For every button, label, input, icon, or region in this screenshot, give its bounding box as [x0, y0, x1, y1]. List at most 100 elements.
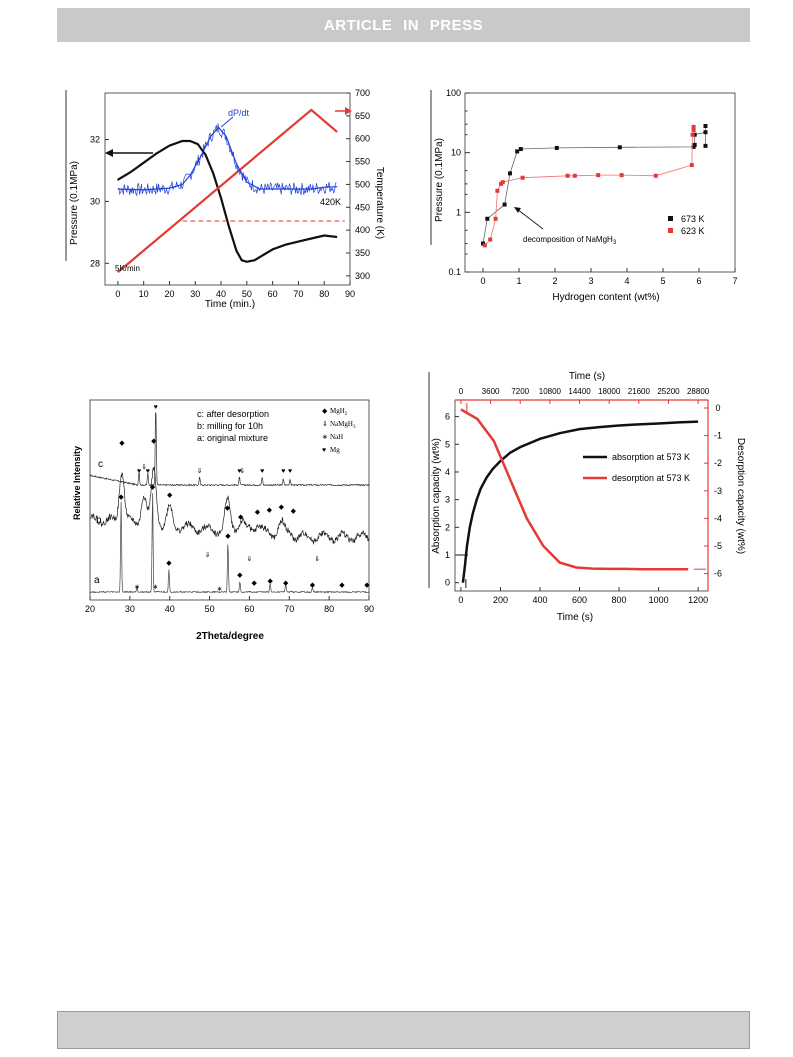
y2-tick-label: 300 — [355, 271, 370, 281]
x-axis-label: Hydrogen content (wt%) — [552, 292, 659, 303]
xrd-curve-b — [89, 466, 370, 545]
y-tick-label: 6 — [445, 412, 450, 422]
x-tick-label: 200 — [493, 595, 508, 605]
data-point — [495, 188, 500, 193]
x2-tick-label: 18000 — [598, 387, 621, 396]
x-tick-label: 50 — [242, 289, 252, 299]
y2-tick-label: 500 — [355, 179, 370, 189]
x-tick-label: 70 — [293, 289, 303, 299]
peak-marker-mgh2: ◆ — [279, 504, 285, 511]
x-tick-label: 2 — [552, 276, 557, 286]
y2-tick-label: 400 — [355, 225, 370, 235]
data-point — [508, 171, 512, 176]
y-tick-label: 28 — [90, 258, 100, 268]
legend-nah-marker: ∗ — [322, 434, 328, 441]
plot-frame — [89, 399, 370, 601]
data-point — [692, 142, 697, 147]
peak-marker-mgh2: ◆ — [118, 494, 124, 501]
legend: ◆ MgH2 ⇓ NaMgH3 ∗ NaH ♥ Mg — [322, 407, 356, 454]
x-tick-label: 1200 — [688, 595, 708, 605]
data-point — [619, 173, 624, 178]
legend-namgh3-marker: ⇓ — [322, 420, 328, 428]
y2-tick-label: 450 — [355, 202, 370, 212]
legend-namgh3: NaMgH3 — [330, 420, 356, 430]
curve-label-b: b — [96, 515, 102, 526]
y-tick-label: 3 — [445, 495, 450, 505]
data-point — [565, 173, 570, 178]
peak-marker-mg: ♥ — [154, 404, 158, 411]
data-point — [482, 243, 487, 248]
y2-tick-label: 0 — [715, 403, 720, 413]
x-axis-bottom-label: Time (s) — [557, 612, 593, 623]
annotation-dpdt: dP/dt — [228, 108, 250, 118]
peak-marker-nah: ∗ — [217, 586, 223, 593]
y2-tick-label: 550 — [355, 157, 370, 167]
peak-marker-mgh2: ◆ — [267, 507, 273, 514]
data-point — [691, 127, 696, 132]
annotation-arrowhead — [514, 207, 521, 213]
x2-tick-label: 10800 — [539, 387, 562, 396]
x-tick-label: 4 — [624, 276, 629, 286]
arrowhead-right — [345, 107, 352, 115]
y-axis-label-right: Desorption capacity (wt%) — [735, 438, 746, 554]
annotation-420k: 420K — [320, 197, 341, 207]
y-axis-label-right: Temperature (K) — [374, 167, 385, 239]
legend-label-1: desorption at 573 K — [612, 473, 690, 483]
y-tick-label: 2 — [445, 522, 450, 532]
x-tick-label: 0 — [458, 595, 463, 605]
legend-mgh2: MgH2 — [330, 407, 348, 417]
peak-marker-mgh2: ◆ — [150, 484, 156, 491]
x-tick-label: 0 — [115, 289, 120, 299]
data-point — [703, 130, 708, 135]
x-tick-label: 6 — [696, 276, 701, 286]
y2-tick-label: 700 — [355, 88, 370, 98]
data-point — [485, 216, 490, 221]
y-tick-label: 1 — [456, 207, 461, 217]
peak-marker-mg: ♥ — [260, 468, 264, 475]
series-dpdt-mean — [117, 126, 338, 191]
y2-tick-label: -4 — [714, 513, 722, 523]
y-axis-label-left: Absorption capacity (wt%) — [431, 438, 442, 554]
peak-marker-mgh2: ◆ — [119, 440, 125, 447]
peak-marker-mgh2: ◆ — [225, 533, 231, 540]
data-point — [518, 147, 523, 152]
data-point — [692, 132, 697, 137]
y-tick-label: 10 — [451, 148, 461, 158]
x-tick-label: 40 — [165, 604, 175, 614]
data-point — [520, 175, 525, 180]
x-tick-label: 800 — [612, 595, 627, 605]
x-tick-label: 40 — [216, 289, 226, 299]
data-point — [500, 180, 505, 185]
x-tick-label: 60 — [244, 604, 254, 614]
peak-marker-namgh3: ⇓ — [197, 467, 203, 475]
data-point — [596, 173, 601, 178]
peak-marker-nah: ∗ — [152, 584, 158, 591]
y-axis-label-left: Pressure (0.1MPa) — [69, 161, 80, 245]
x-tick-label: 0 — [480, 276, 485, 286]
y2-tick-label: -6 — [714, 569, 722, 579]
legend-marker-0 — [668, 216, 673, 221]
peak-marker-mg: ♥ — [237, 468, 241, 475]
x-tick-label: 90 — [364, 604, 374, 614]
figure-pressure-temperature-vs-time: 0 10 20 30 40 50 60 70 80 90 28 30 32 300 350 400 450 500… — [60, 85, 385, 320]
data-point — [617, 145, 622, 150]
legend-mg: Mg — [330, 446, 340, 454]
x-axis-top-label: Time (s) — [569, 371, 605, 382]
x-tick-label: 7 — [732, 276, 737, 286]
series-dpdt-noisy — [117, 123, 337, 197]
y2-tick-label: 600 — [355, 134, 370, 144]
peak-marker-mgh2: ◆ — [238, 514, 244, 521]
peak-marker-mg: ♥ — [281, 468, 285, 475]
peak-marker-namgh3: ⇓ — [141, 463, 147, 471]
x-tick-label: 20 — [85, 604, 95, 614]
article-in-press-banner: ARTICLE IN PRESS — [57, 8, 750, 42]
y-tick-label: 100 — [446, 88, 461, 98]
curve-label-a: a — [94, 575, 100, 586]
x-tick-label: 50 — [205, 604, 215, 614]
arrowhead-left — [105, 149, 113, 157]
series-line-1 — [484, 126, 695, 246]
x-tick-label: 400 — [532, 595, 547, 605]
annotation-heating-rate: 5K/min — [115, 264, 140, 273]
legend-label-1: 623 K — [681, 226, 705, 236]
